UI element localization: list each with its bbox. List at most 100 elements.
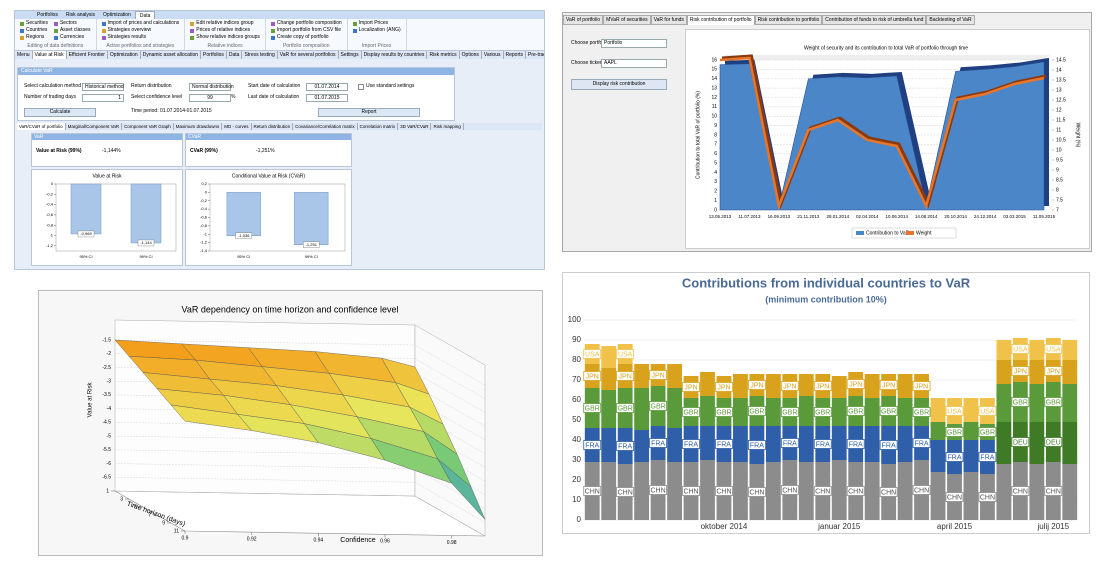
result-tab[interactable]: VaR/CVaR of portfolio <box>17 123 66 130</box>
ribbon-button[interactable]: Create copy of portfolio <box>270 34 342 41</box>
ribbon-button[interactable]: Sectors <box>53 20 91 27</box>
sheet-tab[interactable]: Pre-trade RM <box>526 51 544 59</box>
field-value[interactable]: Normal distribution <box>189 83 234 91</box>
confidence-tick-label: 0.98 <box>447 540 457 546</box>
field-value[interactable]: 01.07.2014 <box>306 83 348 91</box>
chart-title: Conditional Value at Risk (CVaR) <box>232 173 306 179</box>
sheet-tab[interactable]: Settings <box>339 51 362 59</box>
result-tab[interactable]: Covariance/Correlation matrix <box>293 123 358 130</box>
dropdown[interactable]: Portfolio <box>601 39 667 48</box>
sheet-tab[interactable]: Value at Risk <box>32 51 67 59</box>
ribbon-tab[interactable]: Optimization <box>103 12 131 18</box>
y-tick-label: -0,6 <box>46 212 54 217</box>
ribbon-button[interactable]: Localization (ANG) <box>352 27 401 34</box>
sheet-tab[interactable]: Dynamic asset allocation <box>141 51 202 59</box>
y-tick-label: -1,2 <box>200 240 208 245</box>
tab[interactable]: Contribution of funds to risk of umbrell… <box>822 15 927 25</box>
field-label: Select confidence level <box>131 94 183 100</box>
result-tab[interactable]: Risk mapping <box>431 123 464 130</box>
ribbon-button[interactable]: Show relative indices groups <box>190 34 260 41</box>
tab[interactable]: VaR for funds <box>650 15 687 25</box>
sheet-tab[interactable]: Stress testing <box>242 51 278 59</box>
ribbon-button[interactable]: Edit relative indices group <box>190 20 260 27</box>
segment-label-box <box>649 401 667 411</box>
segment-label-box <box>945 427 964 437</box>
value-label-box <box>137 239 155 247</box>
result-tab[interactable]: Maximum drawdowns <box>174 123 223 130</box>
confidence-tick-label: 0.92 <box>247 536 257 542</box>
sheet-tab[interactable]: Menu <box>15 51 33 59</box>
segment-label-box <box>747 380 766 390</box>
dropdown[interactable]: AAPL <box>601 59 667 68</box>
segment-label: CHN <box>980 494 995 501</box>
segment-label-box <box>583 440 602 450</box>
ribbon-items: Import of prices and calculations Strateg… <box>101 20 180 41</box>
sheet-tab[interactable]: Optimization <box>108 51 141 59</box>
ribbon-button[interactable]: Regions <box>20 34 48 41</box>
ribbon-button[interactable]: Prices of relative indices <box>190 27 260 34</box>
result-tab[interactable]: Marginal/Component VaR <box>66 123 123 130</box>
x-tick-label: 24.12.2014 <box>974 214 997 219</box>
tab[interactable]: Backtesting of VaR <box>926 15 975 25</box>
ribbon-tab[interactable]: Data <box>134 11 156 19</box>
ribbon-button[interactable]: Import Prices <box>352 20 401 27</box>
bar-segment <box>897 426 913 462</box>
segment-label-box <box>780 381 799 391</box>
result-tab[interactable]: Return distribution <box>252 123 294 130</box>
result-tab[interactable]: 3D VaR/CVaR <box>398 123 432 130</box>
field-value[interactable]: 99 <box>189 94 231 102</box>
field-value[interactable]: Historical method <box>82 83 124 91</box>
icon <box>20 35 24 40</box>
ribbon-button[interactable]: Change portfolio composition <box>270 20 342 27</box>
bar-segment <box>700 460 715 520</box>
ribbon-button[interactable]: Asset classes <box>53 27 91 34</box>
button[interactable]: Report <box>318 108 420 117</box>
segment-label: JPN <box>816 383 829 390</box>
bar-segment <box>930 422 946 440</box>
segment-label: CHN <box>947 494 962 501</box>
weight-line-shadow <box>721 54 1047 210</box>
bar-segment <box>1062 360 1078 384</box>
field-value[interactable]: 1 <box>82 94 124 102</box>
ribbon-button[interactable]: Securities <box>20 20 48 27</box>
button[interactable]: Display risk contribution <box>571 79 667 90</box>
ribbon-button[interactable]: Countries <box>20 27 48 34</box>
sheet-tab[interactable]: Various <box>482 51 504 59</box>
segment-label-box <box>649 370 667 380</box>
sheet-tab[interactable]: Options <box>460 51 482 59</box>
sheet-tab[interactable]: VaR for several portfolios <box>278 51 339 59</box>
tab[interactable]: Risk contribution to portfolio <box>754 15 823 25</box>
sheet-tab[interactable]: Data <box>227 51 243 59</box>
segment-label: CHN <box>1013 488 1028 495</box>
checkbox[interactable]: Use standard settings <box>358 83 414 90</box>
segment-label-box <box>1044 366 1063 376</box>
ribbon-button[interactable]: Strategies results <box>101 34 180 41</box>
bar-segment <box>733 426 748 462</box>
ribbon-tab[interactable]: Risk analysis <box>65 12 96 18</box>
sheet-tab[interactable]: Efficient Frontier <box>67 51 108 59</box>
ribbon-button[interactable]: Import portfolio from CSV file <box>270 27 342 34</box>
ribbon-button[interactable]: Currencies <box>53 34 91 41</box>
result-tab[interactable]: MD - curves <box>222 123 252 130</box>
sheet-tab[interactable]: Display results by countries <box>362 51 428 59</box>
field-value[interactable]: 01.07.2015 <box>306 94 348 102</box>
ribbon-button[interactable]: Import of prices and calculations <box>101 20 179 27</box>
confidence-tick-label: 0.94 <box>313 538 323 544</box>
button[interactable]: Calculate <box>24 108 96 117</box>
segment-label-box <box>780 407 799 417</box>
ribbon-tab[interactable]: Portfolios <box>37 12 58 18</box>
tab[interactable]: MVaR of securities <box>603 15 651 25</box>
tab[interactable]: Risk contribution of portfolio <box>686 15 755 25</box>
result-tab[interactable]: Correlation matrix <box>358 123 399 130</box>
segment-label-box <box>978 427 997 437</box>
bar-segment <box>601 346 617 368</box>
sheet-tab[interactable]: Risk metrics <box>427 51 460 59</box>
tab[interactable]: VaR of portfolio <box>563 15 604 25</box>
sheet-tab[interactable]: Reports <box>504 51 527 59</box>
segment-label: GBR <box>947 429 962 436</box>
ribbon-button[interactable]: Strategies overview <box>101 27 180 34</box>
z-axis-label: Value at Risk <box>88 382 94 418</box>
result-tab[interactable]: Component VaR Graph <box>122 123 174 130</box>
sheet-tab[interactable]: Portfolios <box>201 51 227 59</box>
x-tick-label: 21.11.2013 <box>797 214 820 219</box>
